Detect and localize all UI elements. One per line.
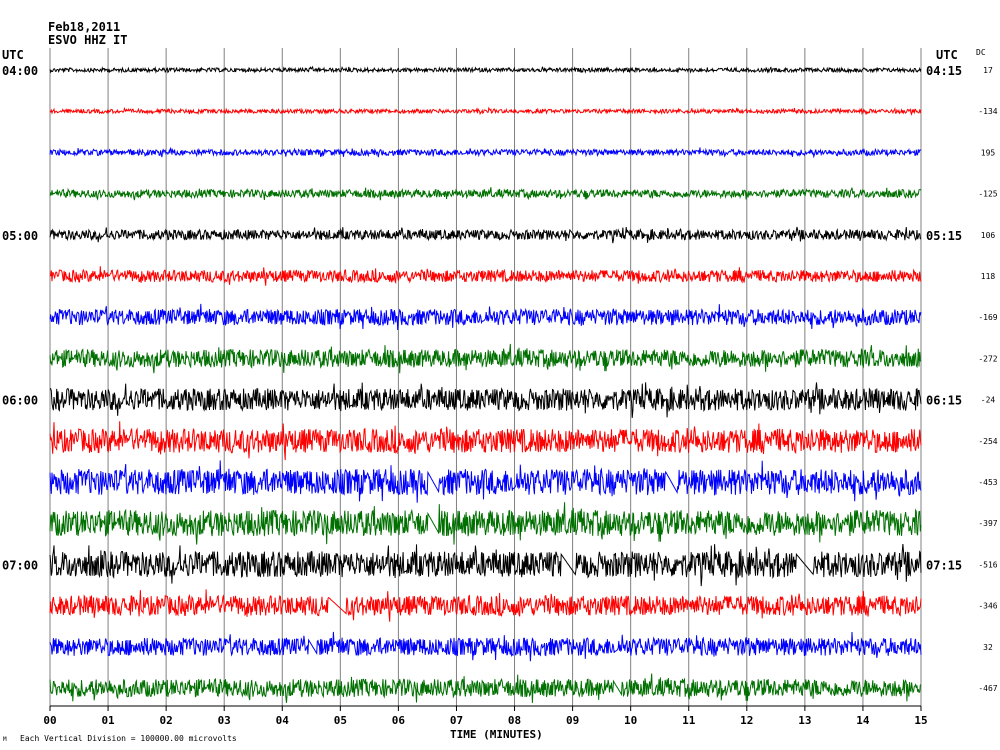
dc-offset-value: 106 [981,231,996,240]
x-tick-label: 09 [566,714,579,727]
trace-line-row-7 [49,343,922,374]
dc-offset-value: 17 [983,66,993,75]
dc-offset-label: DC [976,48,986,57]
utc-hour-label-left: 07:00 [2,558,38,572]
dc-offset-value: -169 [978,313,997,322]
dc-offset-value: 32 [983,643,993,652]
utc-hour-label-right: 06:15 [926,394,962,408]
utc-hour-label-left: 05:00 [2,229,38,243]
x-tick-label: 01 [101,714,115,727]
trace-line-row-14 [49,631,922,662]
trace-line-row-9 [49,421,922,461]
dc-offset-value: 118 [981,272,996,281]
dc-offset-value: -134 [978,107,997,116]
trace-line-row-12 [49,544,922,587]
utc-hour-label-left: 06:00 [2,394,38,408]
x-tick-label: 08 [508,714,521,727]
utc-hour-label-right: 04:15 [926,64,962,78]
x-tick-label: 13 [798,714,811,727]
utc-label-left: UTC [2,48,24,62]
trace-line-row-10 [49,460,922,503]
dc-offset-value: -125 [978,190,997,199]
x-tick-label: 12 [740,714,753,727]
utc-hour-label-right: 05:15 [926,229,962,243]
x-tick-label: 03 [218,714,231,727]
dc-offset-value: -453 [978,478,997,487]
dc-offset-value: -272 [978,354,997,363]
dc-offset-value: -254 [978,437,997,446]
dc-offset-value: 195 [981,148,996,157]
dc-offset-value: -516 [978,560,997,569]
plot-date: Feb18,2011 [48,20,121,34]
trace-line-row-11 [49,502,922,545]
x-tick-label: 00 [43,714,56,727]
dc-offset-value: -467 [978,684,997,693]
x-tick-label: 04 [276,714,290,727]
x-tick-label: 05 [334,714,347,727]
trace-line-row-15 [49,673,922,703]
trace-line-row-0 [49,65,922,74]
dc-offset-value: -397 [978,519,997,528]
x-tick-label: 07 [450,714,463,727]
trace-layer [49,65,922,703]
x-tick-label: 02 [160,714,173,727]
trace-line-row-5 [49,266,922,286]
trace-line-row-2 [49,146,922,159]
trace-line-row-3 [49,187,922,201]
x-tick-label: 06 [392,714,406,727]
footer-scale-note: Each Vertical Division = 100000.00 micro… [20,734,237,743]
x-tick-label: 10 [624,714,637,727]
label-layer: 00 01 02 03 04 05 06 07 08 09 10 11 12 13 14 15 04:00 04:… [2,64,998,727]
utc-label-right: UTC [936,48,958,62]
x-axis-title: TIME (MINUTES) [450,728,543,741]
corner-mark: M [3,736,7,743]
x-tick-label: 15 [914,714,927,727]
trace-line-row-8 [49,382,922,418]
dc-offset-value: -24 [981,396,996,405]
station-code: ESVO HHZ IT [48,33,128,47]
trace-line-row-4 [49,226,922,244]
utc-hour-label-right: 07:15 [926,558,962,572]
utc-hour-label-left: 04:00 [2,64,38,78]
dc-offset-value: -346 [978,602,997,611]
x-tick-label: 11 [682,714,696,727]
trace-line-row-1 [49,106,922,116]
x-tick-label: 14 [856,714,870,727]
trace-line-row-6 [49,303,922,331]
trace-line-row-13 [49,589,922,622]
